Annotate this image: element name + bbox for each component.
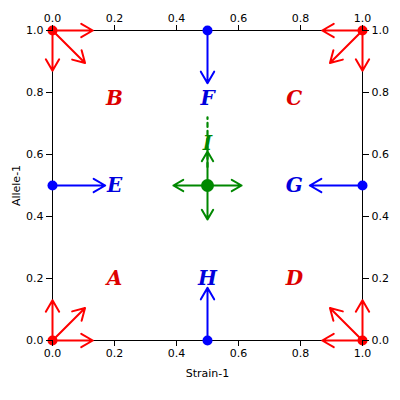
svg-text:G: G <box>286 173 303 197</box>
svg-text:0.6: 0.6 <box>372 148 390 161</box>
svg-text:F: F <box>199 86 216 110</box>
svg-text:0.2: 0.2 <box>26 272 44 285</box>
svg-text:0.8: 0.8 <box>372 86 390 99</box>
svg-text:C: C <box>286 86 302 110</box>
svg-text:0.8: 0.8 <box>292 347 310 360</box>
svg-text:I: I <box>202 131 213 155</box>
svg-text:0.0: 0.0 <box>26 334 44 347</box>
svg-text:0.0: 0.0 <box>44 347 62 360</box>
svg-text:0.6: 0.6 <box>230 12 248 25</box>
svg-text:D: D <box>285 266 304 290</box>
svg-text:0.0: 0.0 <box>44 12 62 25</box>
svg-text:B: B <box>105 86 123 110</box>
svg-text:0.2: 0.2 <box>106 347 124 360</box>
svg-text:0.8: 0.8 <box>26 86 44 99</box>
svg-text:0.4: 0.4 <box>168 12 186 25</box>
svg-text:H: H <box>197 266 218 290</box>
svg-text:Strain-1: Strain-1 <box>186 367 230 380</box>
svg-text:A: A <box>105 266 123 290</box>
svg-text:E: E <box>106 173 123 197</box>
svg-text:0.4: 0.4 <box>168 347 186 360</box>
svg-text:0.2: 0.2 <box>106 12 124 25</box>
svg-text:Allele-1: Allele-1 <box>10 165 23 206</box>
svg-text:0.4: 0.4 <box>26 210 44 223</box>
svg-text:1.0: 1.0 <box>26 24 44 37</box>
svg-text:1.0: 1.0 <box>354 347 372 360</box>
svg-text:0.0: 0.0 <box>372 334 390 347</box>
svg-text:1.0: 1.0 <box>372 24 390 37</box>
svg-text:1.0: 1.0 <box>354 12 372 25</box>
svg-text:0.6: 0.6 <box>230 347 248 360</box>
svg-text:0.8: 0.8 <box>292 12 310 25</box>
svg-text:0.4: 0.4 <box>372 210 390 223</box>
svg-text:0.2: 0.2 <box>372 272 390 285</box>
svg-text:0.6: 0.6 <box>26 148 44 161</box>
